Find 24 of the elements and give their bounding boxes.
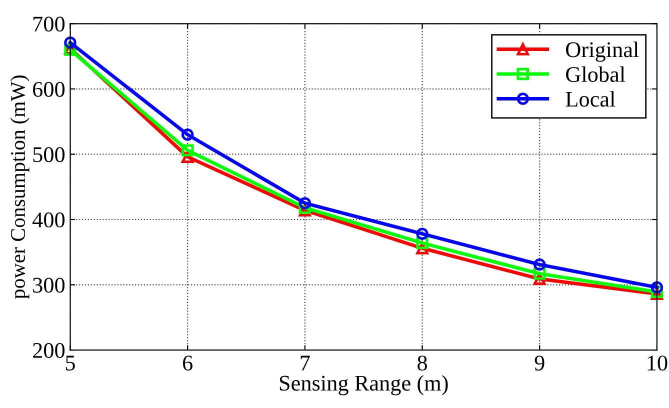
y-tick-label: 400 (32, 212, 65, 228)
x-tick-label: 5 (66, 356, 75, 371)
point (534, 258, 546, 271)
x-tick-label: 9 (534, 356, 544, 371)
point (650, 281, 664, 294)
x-tick-label: 10 (648, 356, 668, 371)
legend-label: Local (566, 91, 616, 107)
point (416, 228, 428, 240)
y-axis-title: power Consumption (mW) (10, 76, 30, 299)
x-tick-label: 7 (300, 356, 310, 370)
y-tick-label: 600 (33, 82, 65, 97)
point (64, 36, 76, 49)
point (298, 197, 312, 210)
y-tick-label: 700 (34, 16, 65, 32)
x-tick-label: 6 (182, 356, 192, 371)
x-axis-title: Sensing Range (m) (280, 375, 448, 396)
y-tick-label: 300 (33, 278, 65, 293)
y-tick-label: 200 (33, 342, 65, 358)
point (181, 128, 194, 141)
point (181, 144, 194, 156)
y-tick-label: 500 (33, 147, 65, 162)
legend-label: Original (566, 42, 639, 62)
x-tick-label: 8 (418, 356, 427, 371)
legend-label: Global (566, 66, 626, 82)
